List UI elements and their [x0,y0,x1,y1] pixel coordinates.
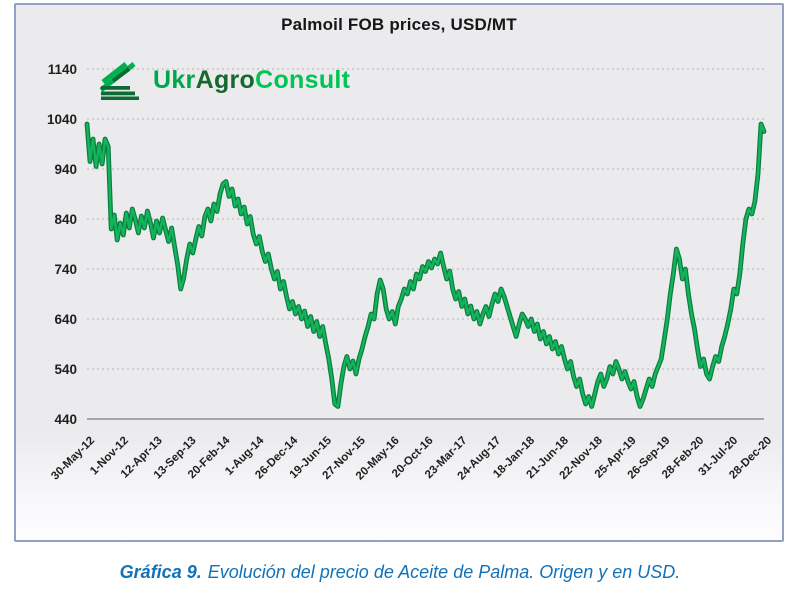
logo-text-consult: Consult [255,65,351,94]
ukragroconsult-logo: UkrAgroConsult [98,60,350,100]
price-chart: 1140104094084074064054044030-May-121-Nov… [47,62,774,483]
y-tick-label: 640 [54,312,77,327]
ukragroconsult-logo-icon [99,62,139,100]
x-tick-label: 30-May-12 [49,435,97,483]
y-tick-label: 840 [54,212,77,227]
price-line [85,122,766,408]
figure-caption-text: Evolución del precio de Aceite de Palma.… [207,562,681,582]
y-tick-label: 540 [54,362,77,377]
figure-caption-label: Gráfica 9. [119,562,202,582]
y-tick-label: 940 [54,162,77,177]
figure-caption: Gráfica 9. Evolución del precio de Aceite… [0,562,800,583]
logo-text-ukr: Ukr [153,65,196,94]
y-tick-label: 440 [54,412,77,427]
ukragroconsult-logo-text: UkrAgroConsult [153,66,350,95]
chart-panel: Palmoil FOB prices, USD/MT 1140 1040 940 84… [14,3,784,542]
y-tick-label: 1140 [48,62,77,77]
price-line-edge [84,121,767,409]
logo-text-agro: Agro [195,65,256,94]
y-tick-label: 740 [54,262,77,277]
chart-title: Palmoil FOB prices, USD/MT [281,15,517,34]
y-tick-label: 1040 [47,112,77,127]
